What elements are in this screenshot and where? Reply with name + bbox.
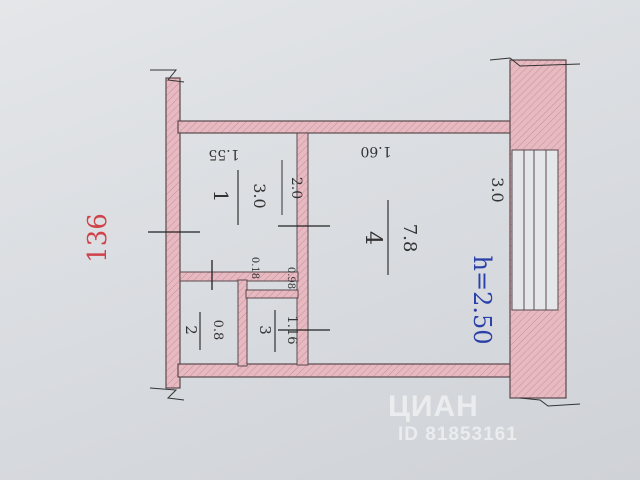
- room-1-side: 2.0: [288, 177, 304, 199]
- room-4-number: 4: [360, 231, 385, 245]
- room-4-width: 1.60: [360, 143, 391, 159]
- partition-room3-top: [245, 289, 299, 299]
- small-dim-2: 0.98: [285, 267, 296, 289]
- wall-bottom: [177, 363, 517, 378]
- partition-room2-room3: [237, 279, 248, 367]
- break-mark-top-left: [150, 69, 185, 83]
- room-3-number: 3: [256, 325, 274, 335]
- wall-top: [177, 120, 517, 134]
- room-3-area: 1.16: [284, 316, 299, 345]
- break-mark-top-right: [489, 57, 581, 67]
- window: [511, 149, 559, 311]
- watermark-id: ID 81853161: [398, 424, 518, 445]
- room-4-area: 7.8: [399, 224, 420, 253]
- room-2-number: 2: [182, 325, 200, 335]
- partition-main: [296, 132, 309, 366]
- building-number: 136: [83, 213, 113, 263]
- break-mark-bottom-right: [519, 397, 581, 407]
- room-1-number: 1: [209, 190, 233, 203]
- room-1-area: 3.0: [250, 183, 269, 208]
- ceiling-height: h=2.50: [468, 255, 496, 344]
- room-1-width: 1.55: [208, 146, 239, 162]
- watermark-logo: ЦИАН: [388, 390, 479, 423]
- room-2-area: 0.8: [210, 320, 225, 341]
- break-mark-bottom-left: [149, 387, 185, 401]
- wall-left: [165, 77, 181, 389]
- small-dim-1: 0.18: [249, 257, 260, 279]
- room-4-side: 3.0: [488, 177, 507, 202]
